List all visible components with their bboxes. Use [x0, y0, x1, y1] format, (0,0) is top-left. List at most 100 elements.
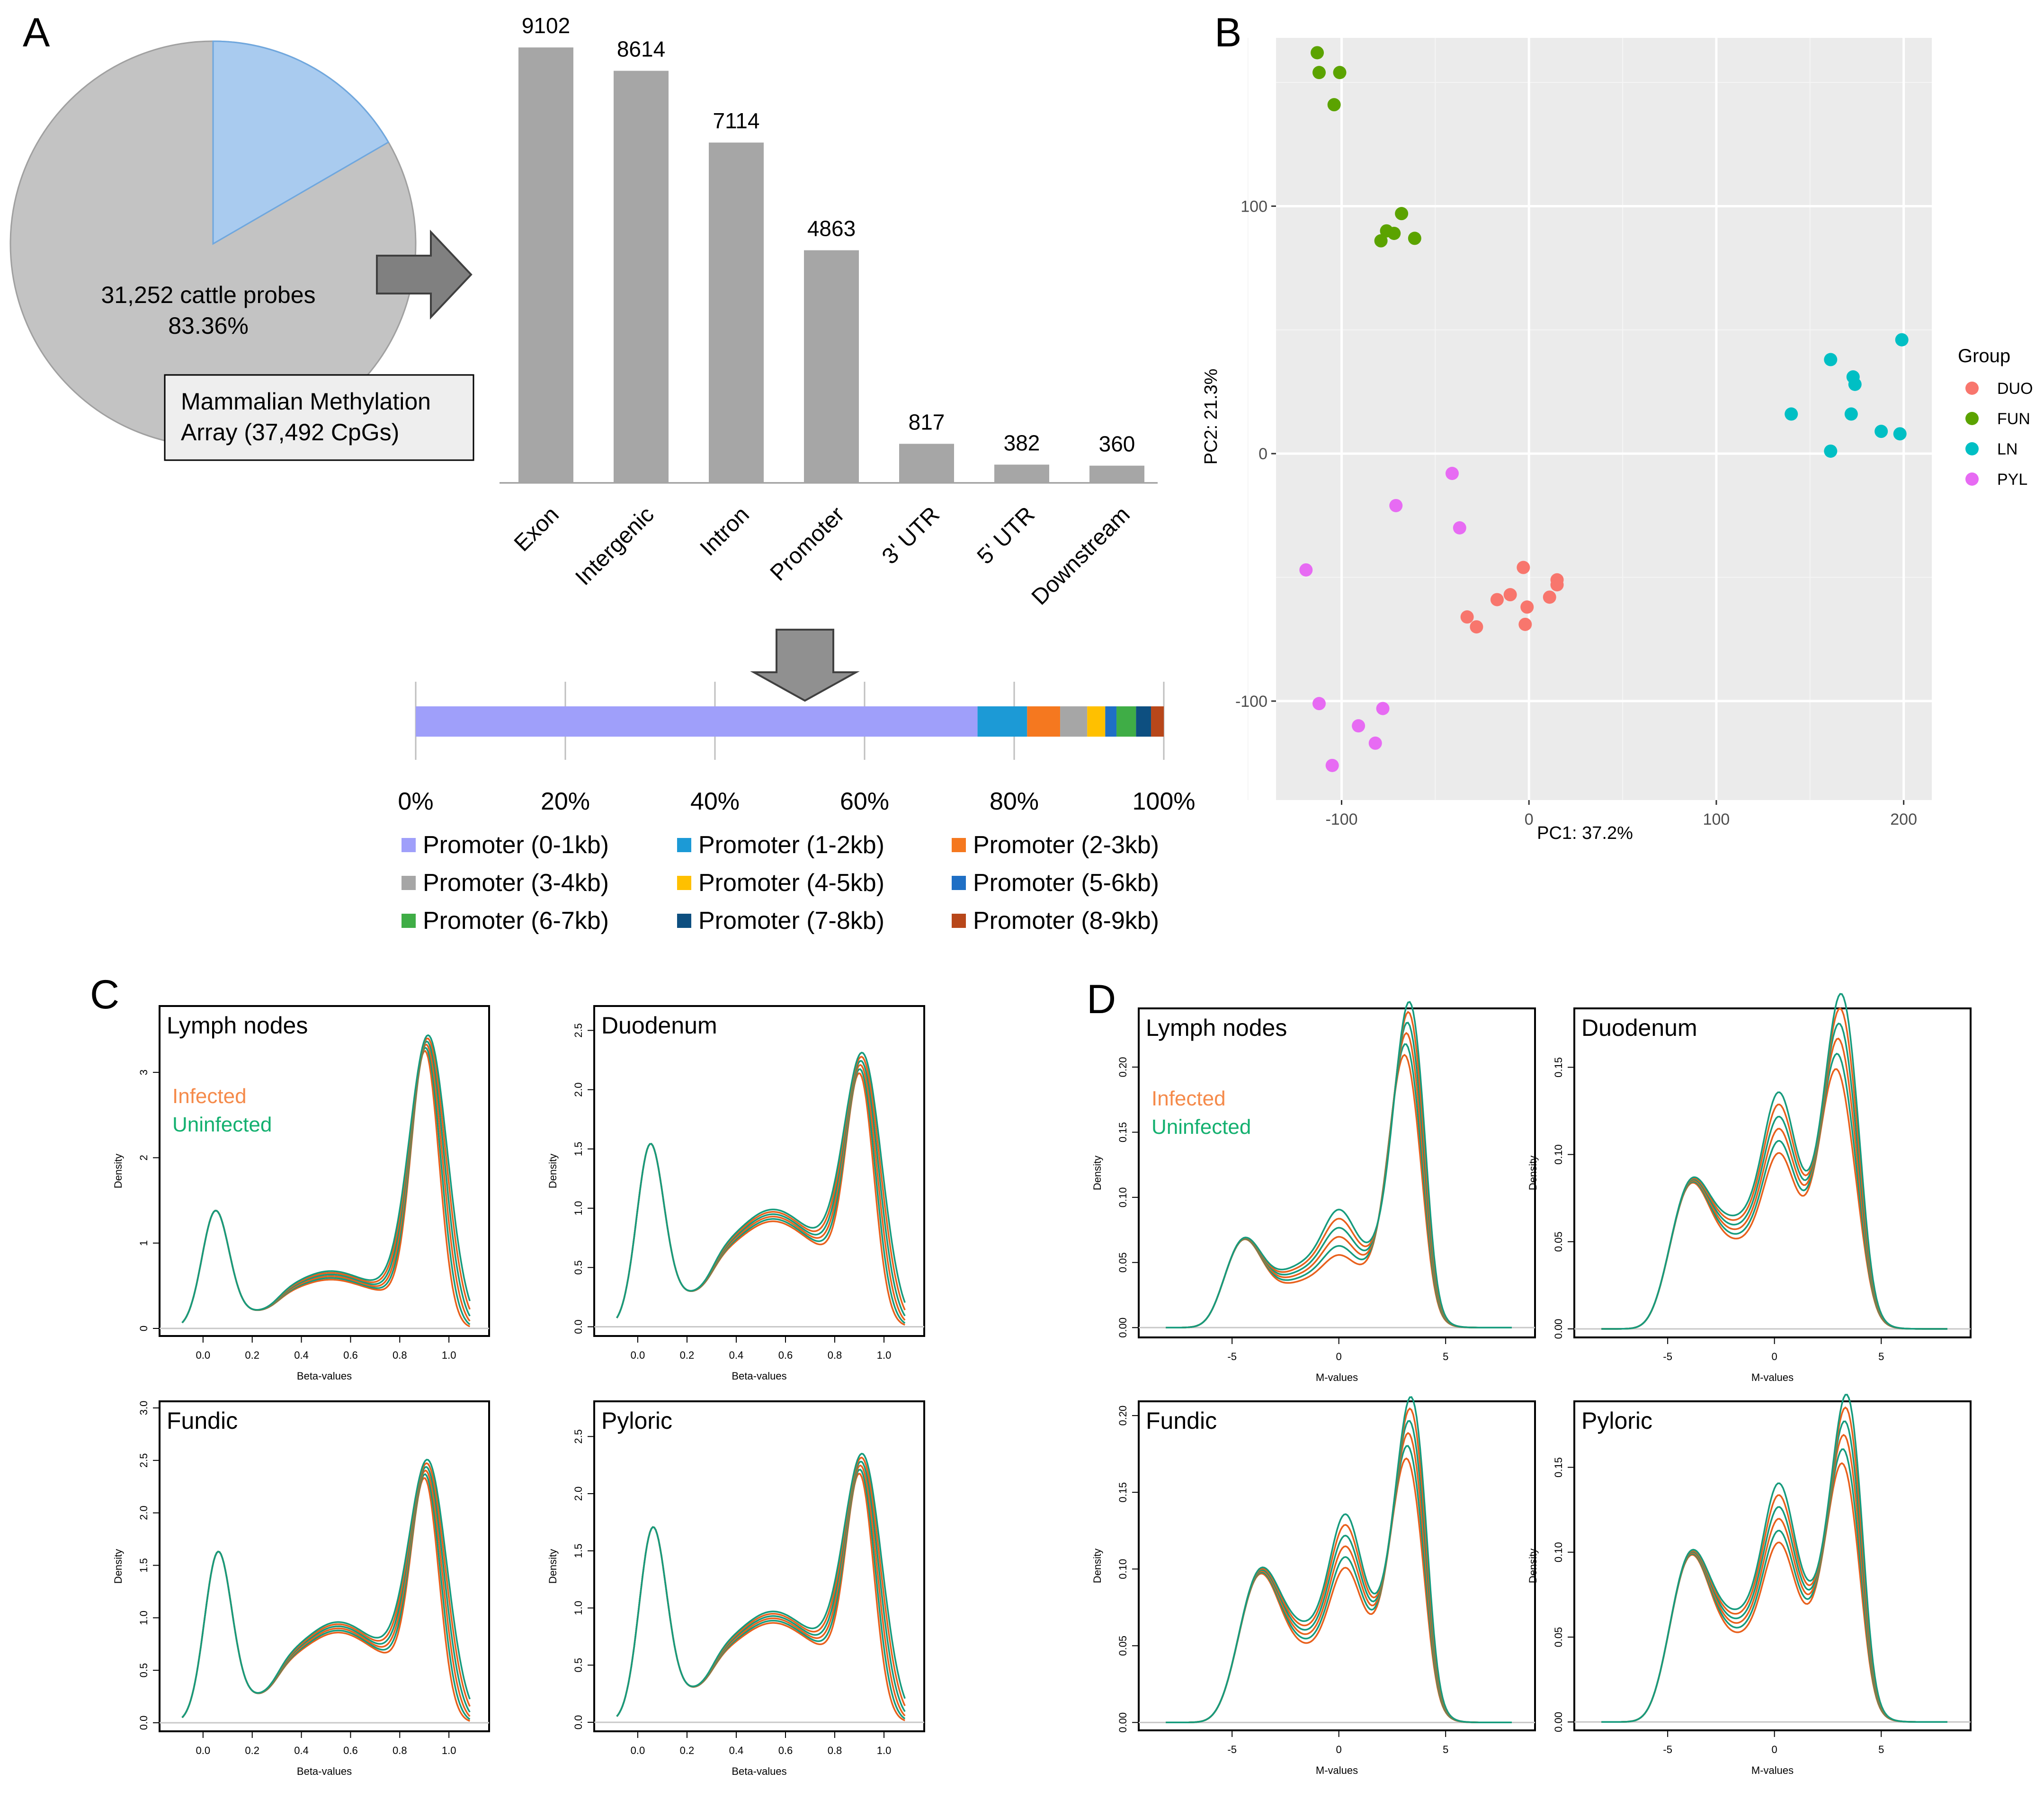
legend-swatch: [402, 876, 416, 890]
pca-point-fun: [1387, 226, 1401, 240]
pca-plot-background: [1276, 38, 1932, 800]
density-y-tick-label: 0.5: [572, 1260, 584, 1275]
density-x-tick-label: 0.2: [245, 1745, 259, 1756]
density-curve-uninfected: [616, 1452, 906, 1717]
density-y-tick-label: 3: [138, 1069, 150, 1075]
right-arrow-icon: [376, 229, 473, 320]
pca-point-duo: [1518, 617, 1532, 631]
bar-category-label: Intron: [696, 502, 754, 561]
density-x-tick-label: 0.0: [631, 1349, 645, 1361]
density-y-axis-title: Density: [1527, 1549, 1539, 1583]
stack-tick-label: 0%: [398, 788, 433, 815]
density-frame: [159, 1400, 490, 1732]
density-panel-title: Pyloric: [601, 1407, 672, 1434]
pca-x-tick-label: -100: [1325, 810, 1357, 828]
density-y-axis-title: Density: [112, 1549, 124, 1584]
density-frame: [1573, 1007, 1972, 1338]
density-x-tick-label: 5: [1878, 1351, 1884, 1363]
array-callout-rect: [164, 374, 474, 461]
density-x-tick-label: -5: [1227, 1744, 1237, 1755]
density-y-axis-title: Density: [1091, 1156, 1103, 1190]
density-x-tick-label: 5: [1443, 1744, 1448, 1755]
density-panel-fundic: -5 0 5 0.00 0.05 0.10 0.15 0.20 M-values Density F…: [1091, 1396, 1536, 1776]
panel-label-b: B: [1214, 10, 1241, 55]
pca-legend-key: [1965, 382, 1979, 395]
panel-label-a: A: [23, 10, 50, 55]
density-panel-title: Duodenum: [601, 1012, 717, 1039]
density-y-axis-title: Density: [1091, 1549, 1103, 1583]
array-callout-box: Mammalian Methylation Array (37,492 CpGs…: [164, 374, 474, 461]
density-y-tick-label: 2.0: [572, 1487, 584, 1501]
density-x-tick-label: 0.8: [828, 1349, 842, 1361]
stack-segment-4: [1060, 706, 1088, 737]
pca-point-ln: [1824, 444, 1838, 458]
density-x-tick-label: 1.0: [442, 1745, 456, 1756]
density-x-tick-label: 0.2: [245, 1349, 259, 1361]
pca-x-tick-label: 200: [1890, 810, 1917, 828]
genomic-region-bar-chart: 9102 Exon 8614 Intergenic 7114 Intron 4863 Prom…: [500, 13, 1158, 610]
legend-label: Promoter (6-7kb): [423, 907, 609, 935]
pca-point-pyl: [1299, 563, 1313, 577]
legend-swatch: [952, 876, 966, 890]
density-y-tick-label: 0.5: [572, 1658, 584, 1673]
density-x-axis-title: Beta-values: [732, 1765, 786, 1777]
density-x-tick-label: 1.0: [877, 1745, 892, 1756]
pca-point-ln: [1824, 353, 1838, 366]
density-y-tick-label: 2.5: [572, 1023, 584, 1038]
promoter-stacked-bar: 0% 20% 40% 60% 80% 100%: [398, 682, 1196, 815]
bar-category-label: 3' UTR: [877, 502, 945, 569]
density-y-tick-label: 0.00: [1553, 1319, 1564, 1339]
legend-uninfected: Uninfected: [172, 1113, 272, 1136]
stack-segment-6: [1105, 706, 1117, 737]
density-x-tick-label: 0.0: [196, 1349, 211, 1361]
density-y-tick-label: 0.0: [572, 1715, 584, 1730]
density-y-tick-label: 3.0: [138, 1401, 150, 1416]
pie-label-count: 31,252 cattle probes: [101, 282, 315, 308]
pca-point-duo: [1490, 593, 1504, 606]
legend-swatch: [677, 838, 691, 852]
density-curve-uninfected: [181, 1459, 471, 1719]
density-panel-title: Pyloric: [1581, 1407, 1652, 1434]
density-x-tick-label: 0: [1336, 1744, 1342, 1755]
density-x-tick-label: 0.8: [393, 1349, 407, 1361]
bar-5-utr: [994, 464, 1049, 483]
density-y-tick-label: 0.15: [1117, 1122, 1129, 1142]
density-y-tick-label: 0.20: [1117, 1406, 1129, 1426]
pca-point-fun: [1311, 46, 1324, 60]
density-y-tick-label: 1: [138, 1240, 150, 1246]
legend-label: Promoter (4-5kb): [698, 869, 884, 897]
pca-legend-key: [1965, 472, 1979, 486]
pca-y-tick-label: 0: [1259, 445, 1267, 463]
density-y-axis-title: Density: [112, 1154, 124, 1188]
pca-point-fun: [1408, 232, 1421, 245]
density-x-tick-label: 1.0: [877, 1349, 892, 1361]
pca-point-pyl: [1325, 758, 1339, 772]
density-y-tick-label: 0.20: [1117, 1057, 1129, 1078]
pca-point-fun: [1327, 98, 1341, 112]
density-x-tick-label: -5: [1227, 1351, 1237, 1363]
density-x-axis-title: Beta-values: [732, 1370, 786, 1382]
pca-legend-label: DUO: [1997, 380, 2033, 398]
legend-swatch: [402, 838, 416, 852]
density-y-tick-label: 0.00: [1117, 1318, 1129, 1338]
density-x-tick-label: 0: [1772, 1744, 1777, 1755]
density-x-tick-label: 0.4: [294, 1349, 309, 1361]
density-y-tick-label: 2.0: [138, 1505, 150, 1520]
density-x-tick-label: 0.2: [680, 1349, 695, 1361]
density-y-tick-label: 0.05: [1553, 1231, 1564, 1252]
pca-y-tick-label: -100: [1235, 693, 1267, 711]
legend-label: Promoter (5-6kb): [973, 869, 1159, 897]
legend-label: Promoter (1-2kb): [698, 831, 884, 859]
stack-segment-9: [1151, 706, 1164, 737]
pca-point-ln: [1895, 333, 1909, 347]
density-y-tick-label: 1.0: [572, 1601, 584, 1615]
legend-swatch: [952, 838, 966, 852]
density-y-tick-label: 1.0: [138, 1611, 150, 1625]
pca-point-pyl: [1445, 467, 1459, 480]
pca-x-tick-label: 0: [1525, 810, 1534, 828]
density-y-tick-label: 0.15: [1553, 1457, 1564, 1478]
legend-label: Promoter (7-8kb): [698, 907, 884, 935]
density-x-axis-title: M-values: [1316, 1764, 1358, 1776]
pca-point-ln: [1844, 407, 1858, 421]
